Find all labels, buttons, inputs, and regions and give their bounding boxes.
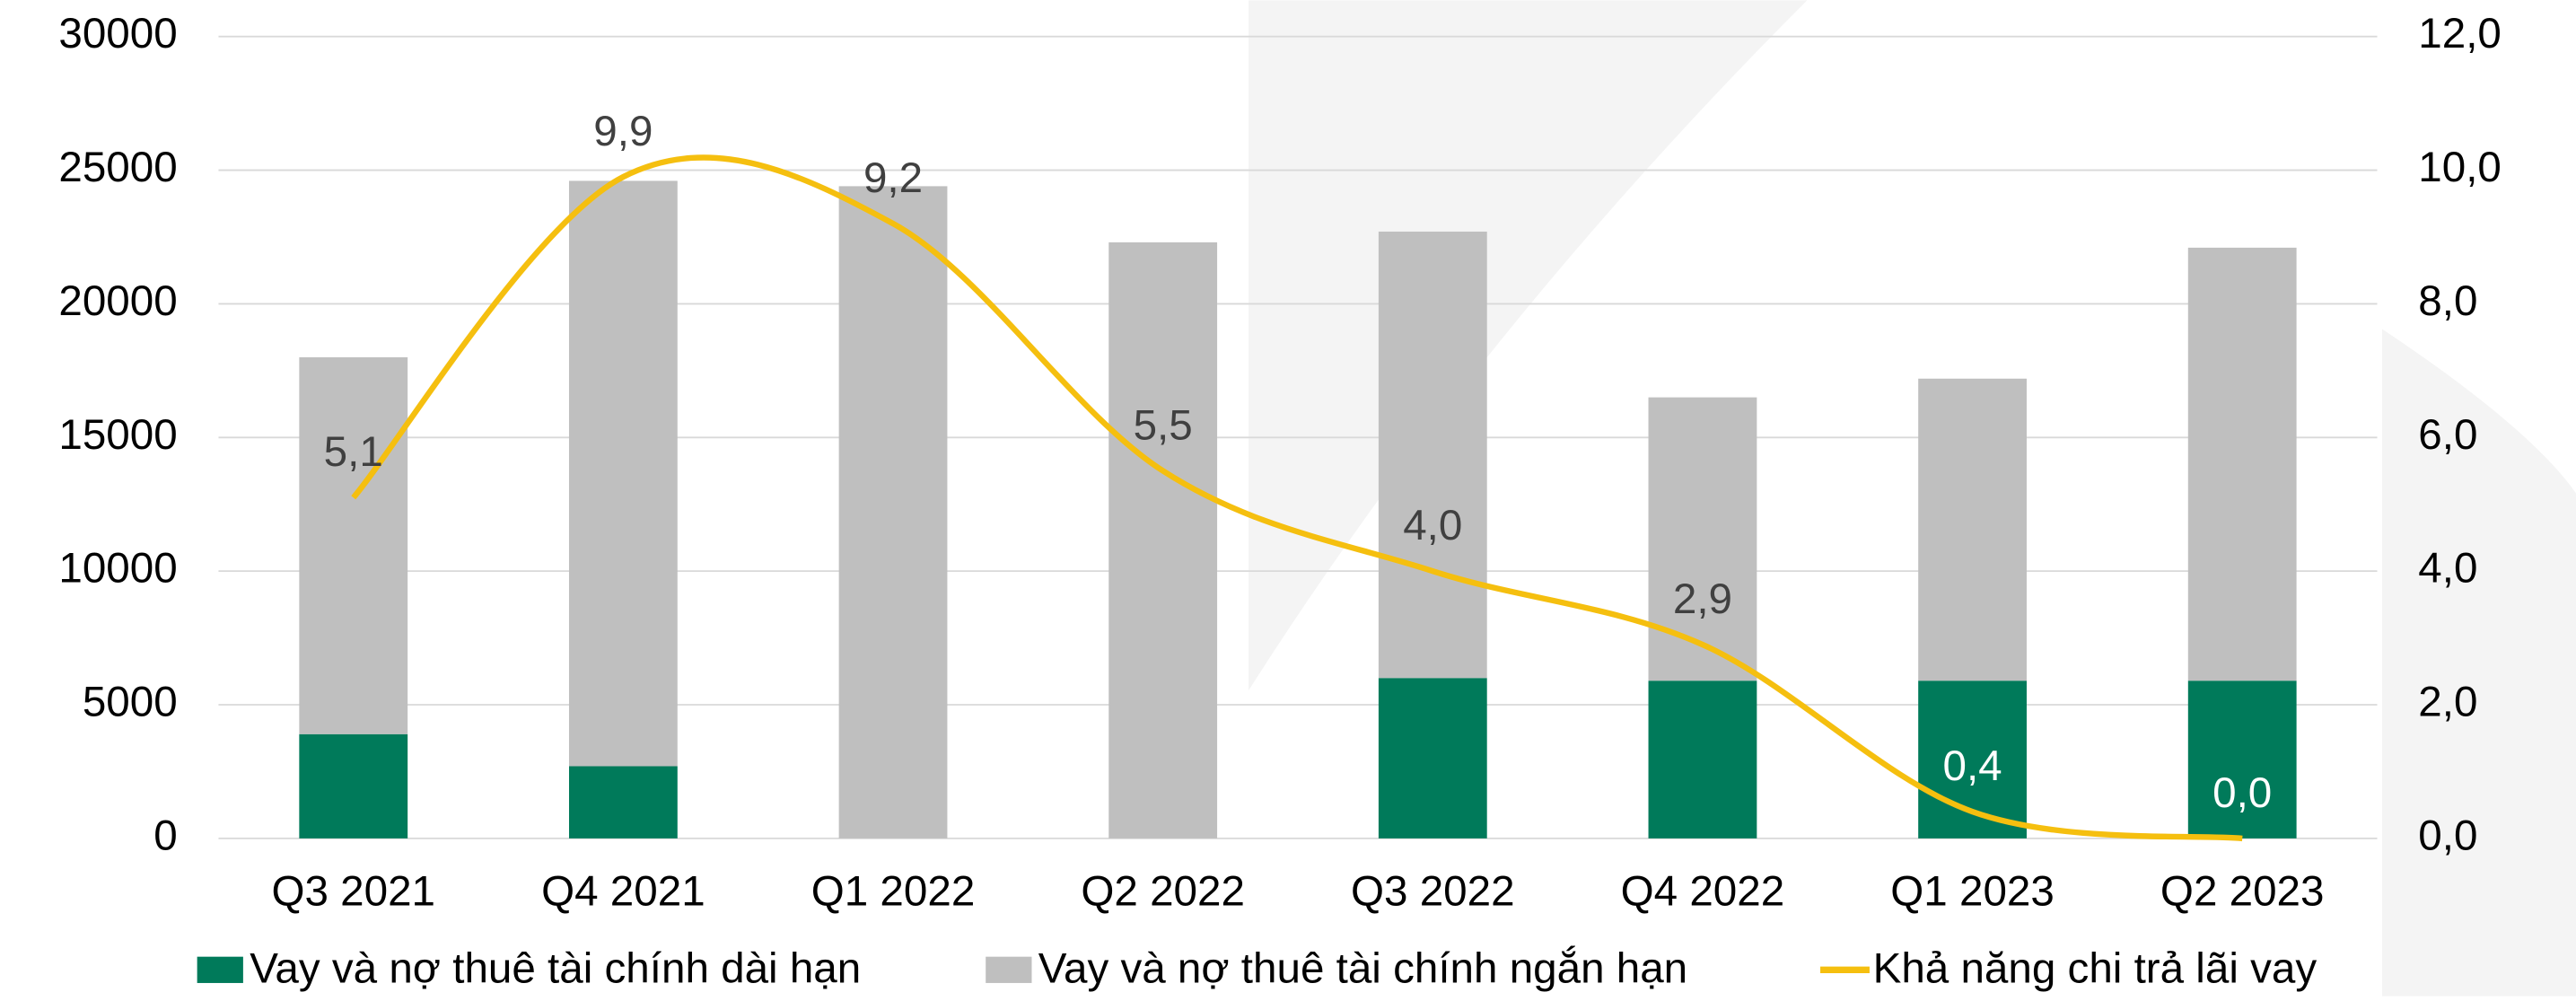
x-tick-label: Q1 2022 — [811, 868, 976, 916]
bar — [568, 180, 678, 767]
watermark — [1249, 0, 1808, 691]
data-label: 0,0 — [2212, 769, 2272, 817]
legend-label: Vay và nợ thuê tài chính dài hạn — [250, 945, 861, 993]
x-tick-label: Q3 2022 — [1351, 868, 1515, 916]
x-tick-label: Q4 2021 — [541, 868, 705, 916]
bar — [1378, 232, 1487, 679]
x-tick-label: Q4 2022 — [1621, 868, 1785, 916]
y-tick-label: 30000 — [58, 10, 177, 57]
watermark — [2382, 329, 2576, 997]
line — [351, 154, 2243, 842]
bar — [2187, 247, 2297, 681]
bar — [2187, 681, 2297, 839]
data-label: 9,2 — [863, 154, 923, 202]
y2-tick-label: 2,0 — [2418, 679, 2477, 726]
y2-tick-label: 10,0 — [2418, 144, 2502, 191]
legend-label: Vay và nợ thuê tài chính ngắn hạn — [1038, 944, 1687, 993]
y2-tick-label: 6,0 — [2418, 411, 2477, 459]
data-label: 5,5 — [1134, 401, 1193, 449]
x-tick-label: Q2 2022 — [1081, 868, 1245, 916]
x-tick-label: Q2 2023 — [2160, 868, 2325, 916]
bar — [299, 356, 408, 734]
bar — [299, 733, 408, 839]
bar — [1918, 378, 2027, 681]
y2-tick-label: 4,0 — [2418, 545, 2477, 593]
y-tick-label: 10000 — [58, 545, 177, 593]
data-label: 4,0 — [1403, 502, 1462, 549]
bar — [1378, 678, 1487, 839]
bar — [1648, 681, 1757, 839]
y-tick-label: 25000 — [58, 144, 177, 191]
x-tick-label: Q3 2021 — [271, 868, 435, 916]
bar — [1648, 397, 1757, 681]
data-label: 5,1 — [324, 428, 383, 476]
legend-swatch — [986, 956, 1032, 983]
legend-label: Khả năng chi trả lãi vay — [1873, 945, 2318, 993]
y-tick-label: 15000 — [58, 411, 177, 459]
data-label: 9,9 — [593, 108, 653, 155]
legend-swatch — [197, 956, 243, 983]
data-label: 0,4 — [1943, 742, 2002, 790]
y-tick-label: 0 — [153, 812, 177, 859]
y-tick-label: 20000 — [58, 277, 177, 325]
y2-tick-label: 12,0 — [2418, 10, 2502, 57]
bar — [1108, 241, 1218, 839]
y2-tick-label: 8,0 — [2418, 277, 2477, 325]
x-tick-label: Q1 2023 — [1890, 868, 2055, 916]
bar — [838, 186, 948, 839]
data-label: 2,9 — [1673, 575, 1732, 623]
bar — [568, 766, 678, 839]
y2-tick-label: 0,0 — [2418, 812, 2477, 859]
y-tick-label: 5000 — [83, 679, 178, 726]
